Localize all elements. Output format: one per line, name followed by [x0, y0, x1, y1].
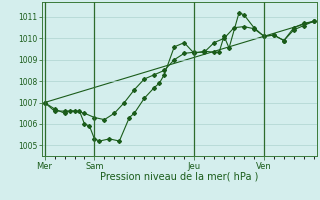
X-axis label: Pression niveau de la mer( hPa ): Pression niveau de la mer( hPa ) [100, 172, 258, 182]
